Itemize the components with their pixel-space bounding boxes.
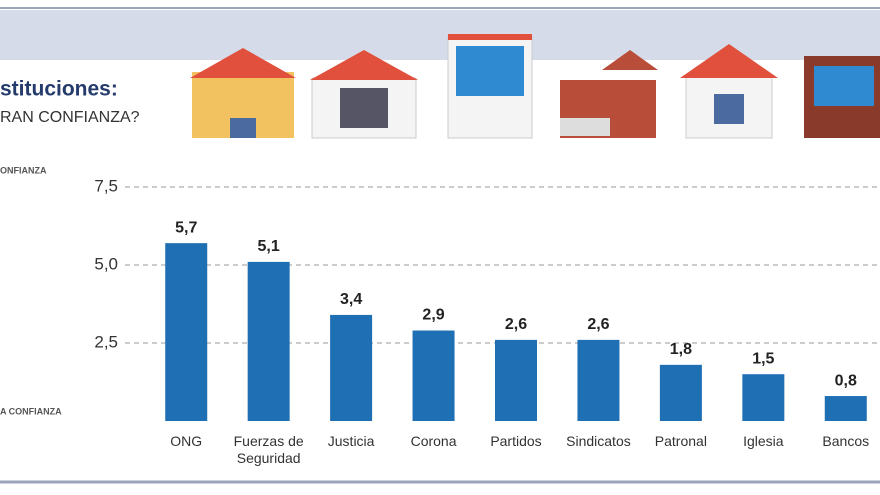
value-label: 3,4 <box>340 291 362 308</box>
value-label: 1,5 <box>752 350 774 367</box>
bar <box>824 396 867 421</box>
title: stituciones: <box>0 78 118 101</box>
value-label: 2,6 <box>505 316 527 333</box>
x-tick-label: Sindicatos <box>566 433 631 449</box>
x-tick-label: Patronal <box>654 433 707 449</box>
bar <box>247 261 290 421</box>
axis-bottom-label: A CONFIANZA <box>0 406 62 416</box>
value-label: 1,8 <box>670 341 692 358</box>
x-tick-label: Bancos <box>822 433 870 449</box>
x-tick-label: Iglesia <box>743 433 784 449</box>
bar <box>659 364 702 421</box>
y-tick-label: 7,5 <box>94 176 118 195</box>
bar <box>330 314 373 421</box>
bar <box>412 330 455 421</box>
axis-top-label: ONFIANZA <box>0 165 47 175</box>
bar <box>577 339 620 421</box>
building-icons <box>190 34 880 139</box>
value-label: 2,6 <box>587 316 609 333</box>
bar <box>165 243 208 421</box>
header-band <box>0 10 880 60</box>
value-label: 0,8 <box>835 372 857 389</box>
y-tick-label: 2,5 <box>94 332 118 351</box>
x-tick-label: Partidos <box>490 433 542 449</box>
x-tick-label: Corona <box>410 433 457 449</box>
x-tick-label: Fuerzas de Seguridad <box>233 433 304 466</box>
y-tick-label: 5,0 <box>94 254 118 273</box>
bar <box>742 374 785 421</box>
value-label: 5,1 <box>258 238 280 255</box>
x-tick-label: ONG <box>170 433 203 449</box>
x-tick-label: Justicia <box>327 433 375 449</box>
bar <box>495 339 537 421</box>
subtitle: RAN CONFIANZA? <box>0 109 140 126</box>
value-label: 2,9 <box>422 307 444 324</box>
value-label: 5,7 <box>175 219 197 236</box>
